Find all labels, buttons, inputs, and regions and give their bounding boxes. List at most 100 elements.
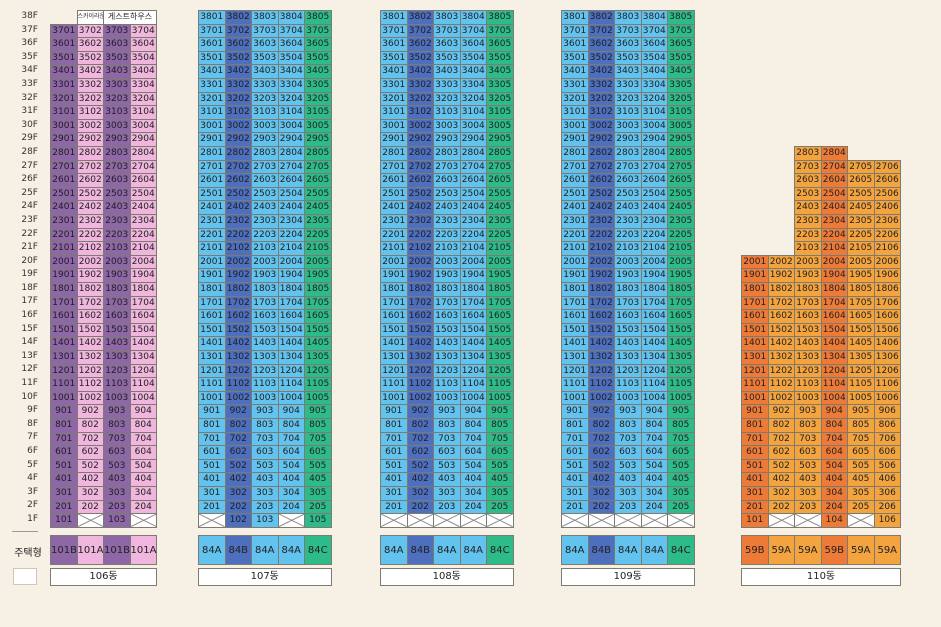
- unit-cell: 3102: [224, 105, 252, 120]
- floor-label: 3F: [27, 486, 38, 497]
- unit-cell: 3102: [76, 105, 104, 120]
- unit-cell: 1402: [224, 336, 252, 351]
- unit-cell: 2501: [561, 186, 589, 202]
- building-name: 106동: [50, 568, 157, 586]
- unit-cell: 3103: [251, 105, 279, 120]
- unit-cell: 2002: [587, 254, 615, 270]
- unit-cell: 1503: [794, 322, 822, 338]
- unit-cell: 1005: [847, 390, 875, 406]
- unit-cell: 2504: [820, 186, 848, 202]
- unit-cell: 1505: [847, 322, 875, 338]
- unit-cell: 205: [486, 499, 514, 515]
- unit-cell: 3003: [251, 118, 279, 134]
- unit-cell: 1501: [198, 322, 226, 338]
- unit-cell: 402: [76, 472, 104, 487]
- unit-cell: 403: [251, 472, 279, 487]
- unit-cell: 1605: [304, 309, 332, 324]
- unit-cell: 3102: [406, 105, 434, 120]
- unit-cell: 2904: [129, 132, 157, 147]
- unit-cell: 304: [820, 486, 848, 501]
- unit-cell: 1902: [406, 268, 434, 283]
- unit-cell: 2502: [406, 186, 434, 202]
- unit-cell: 304: [459, 486, 487, 501]
- unit-type-cell: 59B: [741, 535, 769, 565]
- unit-cell: 2405: [304, 200, 332, 215]
- unit-cell: 1603: [251, 309, 279, 324]
- unit-cell: 3105: [304, 105, 332, 120]
- unit-cell: 3802: [224, 10, 252, 25]
- unit-cell: 1701: [380, 295, 408, 311]
- unit-cell: 1803: [103, 282, 131, 297]
- unit-cell: 701: [198, 431, 226, 447]
- unit-cell: 2603: [103, 173, 131, 188]
- unit-cell: 301: [380, 486, 408, 501]
- unit-cell: 2506: [873, 186, 901, 202]
- unit-cell: 3703: [433, 23, 461, 39]
- unit-cell: 1204: [459, 363, 487, 379]
- floor-label: 27F: [21, 160, 38, 171]
- unit-cell: 2703: [794, 159, 822, 175]
- unit-cell: 1003: [103, 390, 131, 406]
- unit-cell: 3205: [304, 91, 332, 107]
- unit-cell: 605: [304, 445, 332, 460]
- unit-cell: 302: [767, 486, 795, 501]
- unit-cell: 803: [251, 418, 279, 433]
- unit-cell: 3101: [50, 105, 78, 120]
- unit-cell: 3203: [103, 91, 131, 107]
- unit-cell: 2602: [76, 173, 104, 188]
- unit-cell: 2705: [304, 159, 332, 175]
- unit-cell: 2903: [103, 132, 131, 147]
- unit-cell: 3101: [198, 105, 226, 120]
- unit-type-cell: 101B: [103, 535, 131, 565]
- unit-cell: 1302: [587, 350, 615, 365]
- unit-cell: 1303: [614, 350, 642, 365]
- unit-cell: 504: [820, 458, 848, 474]
- annotation-cell: 스카이라운지: [76, 10, 104, 25]
- unit-cell: 1703: [794, 295, 822, 311]
- unit-cell: 2205: [304, 227, 332, 243]
- unit-cell: 604: [129, 445, 157, 460]
- unit-cell: 505: [304, 458, 332, 474]
- unit-cell: 2004: [129, 254, 157, 270]
- unit-cell: 1704: [459, 295, 487, 311]
- unit-cell: 3601: [380, 37, 408, 52]
- unit-cell: 3301: [198, 78, 226, 93]
- unit-cell: 601: [561, 445, 589, 460]
- unit-cell: 1004: [129, 390, 157, 406]
- unit-cell: 905: [847, 404, 875, 419]
- unit-cell: 1705: [304, 295, 332, 311]
- unit-cell: 1101: [50, 377, 78, 392]
- unit-type-cell: 84A: [380, 535, 408, 565]
- unit-cell: 2502: [587, 186, 615, 202]
- unit-cell: 1105: [486, 377, 514, 392]
- unit-cell: 702: [587, 431, 615, 447]
- unit-cell: 2101: [50, 241, 78, 256]
- unit-cell: 604: [459, 445, 487, 460]
- no-unit-cell: [129, 513, 157, 528]
- unit-cell: 2003: [794, 254, 822, 270]
- unit-cell: 201: [380, 499, 408, 515]
- unit-type-cell: 59A: [847, 535, 875, 565]
- unit-type-cell: 59A: [873, 535, 901, 565]
- unit-cell: 1803: [794, 282, 822, 297]
- floor-label: 5F: [27, 459, 38, 470]
- unit-cell: 2503: [103, 186, 131, 202]
- unit-cell: 1906: [873, 268, 901, 283]
- unit-cell: 204: [459, 499, 487, 515]
- unit-cell: 2305: [304, 214, 332, 229]
- unit-cell: 1404: [459, 336, 487, 351]
- unit-cell: 602: [767, 445, 795, 460]
- unit-cell: 2901: [561, 132, 589, 147]
- unit-cell: 1402: [587, 336, 615, 351]
- unit-cell: 904: [277, 404, 305, 419]
- unit-cell: 901: [380, 404, 408, 419]
- unit-cell: 701: [50, 431, 78, 447]
- unit-cell: 304: [640, 486, 668, 501]
- unit-cell: 1002: [76, 390, 104, 406]
- unit-cell: 1603: [103, 309, 131, 324]
- unit-cell: 1105: [667, 377, 695, 392]
- unit-cell: 2205: [486, 227, 514, 243]
- unit-cell: 2804: [129, 146, 157, 161]
- floor-label: 32F: [21, 92, 38, 103]
- unit-cell: 901: [198, 404, 226, 419]
